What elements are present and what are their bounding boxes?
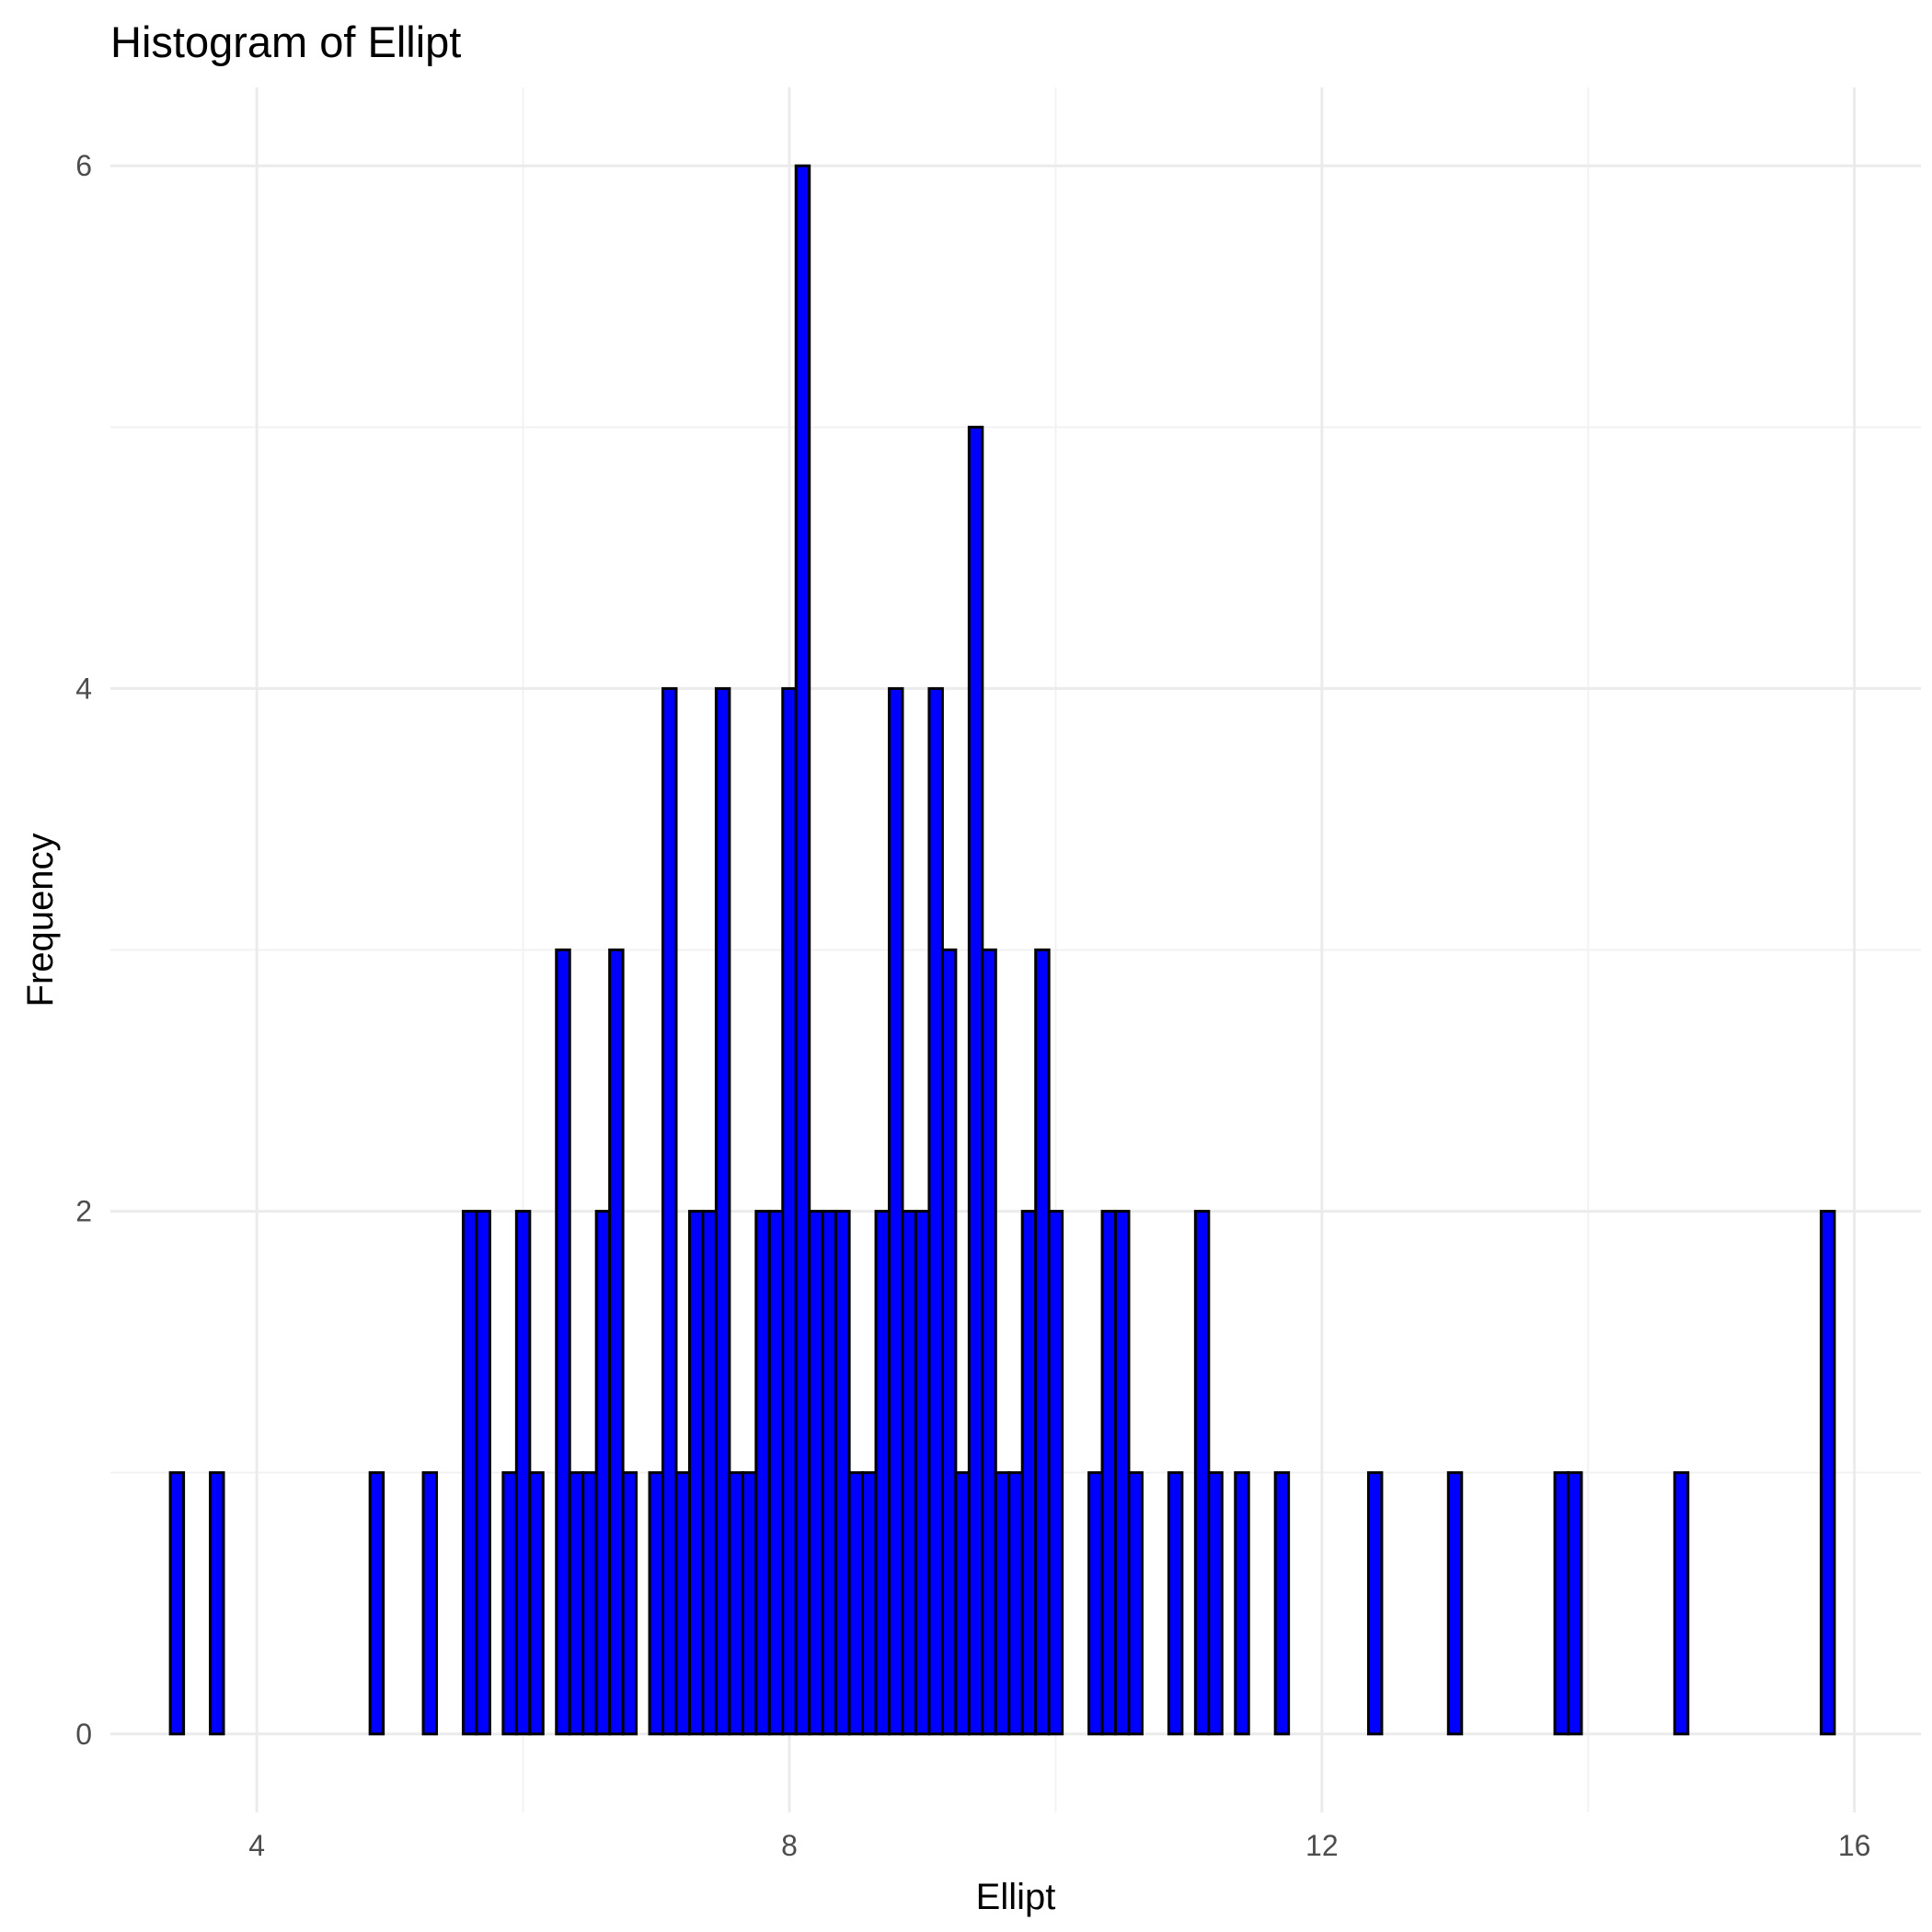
histogram-bar	[608, 949, 625, 1736]
histogram-bar	[514, 1210, 532, 1736]
histogram-bar	[568, 1471, 585, 1736]
histogram-bar	[861, 1471, 878, 1736]
histogram-bar	[1020, 1210, 1038, 1736]
histogram-bar	[1047, 1210, 1064, 1736]
histogram-bar	[1167, 1471, 1184, 1736]
histogram-bar	[1673, 1471, 1690, 1736]
histogram-bar	[901, 1210, 917, 1736]
histogram-bar	[741, 1471, 758, 1736]
histogram-bar	[847, 1471, 865, 1736]
y-tick-label: 0	[75, 1718, 92, 1751]
histogram-bar	[808, 1210, 824, 1736]
histogram-bar	[1034, 949, 1051, 1736]
histogram-bar	[1366, 1471, 1384, 1736]
x-tick-label: 4	[248, 1829, 265, 1862]
histogram-bar	[728, 1471, 744, 1736]
histogram-bar	[927, 686, 944, 1736]
histogram-bar	[1193, 1210, 1211, 1736]
histogram-bar	[1100, 1210, 1118, 1736]
histogram-bar	[954, 1471, 971, 1736]
x-axis-title: Ellipt	[976, 1877, 1056, 1917]
histogram-bar	[368, 1471, 385, 1736]
y-tick-label: 6	[75, 149, 92, 182]
histogram-bar	[1007, 1471, 1024, 1736]
histogram-bar	[1127, 1471, 1144, 1736]
histogram-bar	[1819, 1210, 1836, 1736]
histogram-bar	[714, 686, 731, 1736]
x-tick-label: 12	[1305, 1829, 1339, 1862]
histogram-bar	[1553, 1471, 1570, 1736]
histogram-bar	[648, 1471, 665, 1736]
histogram-bar	[834, 1210, 851, 1736]
histogram-bar	[674, 1471, 691, 1736]
histogram-bar	[661, 686, 678, 1736]
histogram-bar	[821, 1210, 838, 1736]
histogram-bar	[967, 425, 984, 1736]
y-tick-label: 2	[75, 1195, 92, 1228]
histogram-bar	[794, 164, 811, 1736]
y-axis-title: Frequency	[20, 834, 61, 1007]
histogram-bar	[421, 1471, 439, 1736]
histogram-bar	[1207, 1471, 1224, 1736]
histogram-bar	[994, 1471, 1011, 1736]
tick-labels: 4 8 12 16 0 2 4 6	[75, 149, 1870, 1862]
histogram-bar	[555, 949, 571, 1736]
histogram-bar	[1114, 1210, 1131, 1736]
histogram-bar	[874, 1210, 891, 1736]
histogram-bar	[1234, 1471, 1250, 1736]
histogram-bar	[754, 1210, 771, 1736]
histogram-bar	[914, 1210, 931, 1736]
histogram-bar	[687, 1210, 705, 1736]
histogram-bar	[701, 1210, 718, 1736]
histogram-bar	[981, 949, 997, 1736]
histogram-bar	[781, 686, 798, 1736]
histogram-bar	[767, 1210, 785, 1736]
histogram-bar	[475, 1210, 491, 1736]
histogram-bar	[1446, 1471, 1464, 1736]
histogram-bar	[888, 686, 904, 1736]
histogram-bar	[501, 1471, 518, 1736]
histogram-bar	[594, 1210, 612, 1736]
histogram-bar	[1567, 1471, 1583, 1736]
histogram-bar	[1273, 1471, 1291, 1736]
histogram-bar	[209, 1471, 225, 1736]
histogram-bar	[621, 1471, 638, 1736]
histogram-bar	[528, 1471, 545, 1736]
histogram-bar	[461, 1210, 478, 1736]
histogram-bar	[581, 1471, 598, 1736]
chart-title: Histogram of Ellipt	[110, 17, 461, 66]
histogram-bars	[168, 164, 1836, 1736]
histogram-bar	[940, 949, 958, 1736]
grid-lines	[110, 87, 1921, 1812]
histogram-bar	[168, 1471, 186, 1736]
histogram-bar	[1087, 1471, 1104, 1736]
x-tick-label: 16	[1838, 1829, 1871, 1862]
x-tick-label: 8	[781, 1829, 798, 1862]
y-tick-label: 4	[75, 672, 92, 705]
